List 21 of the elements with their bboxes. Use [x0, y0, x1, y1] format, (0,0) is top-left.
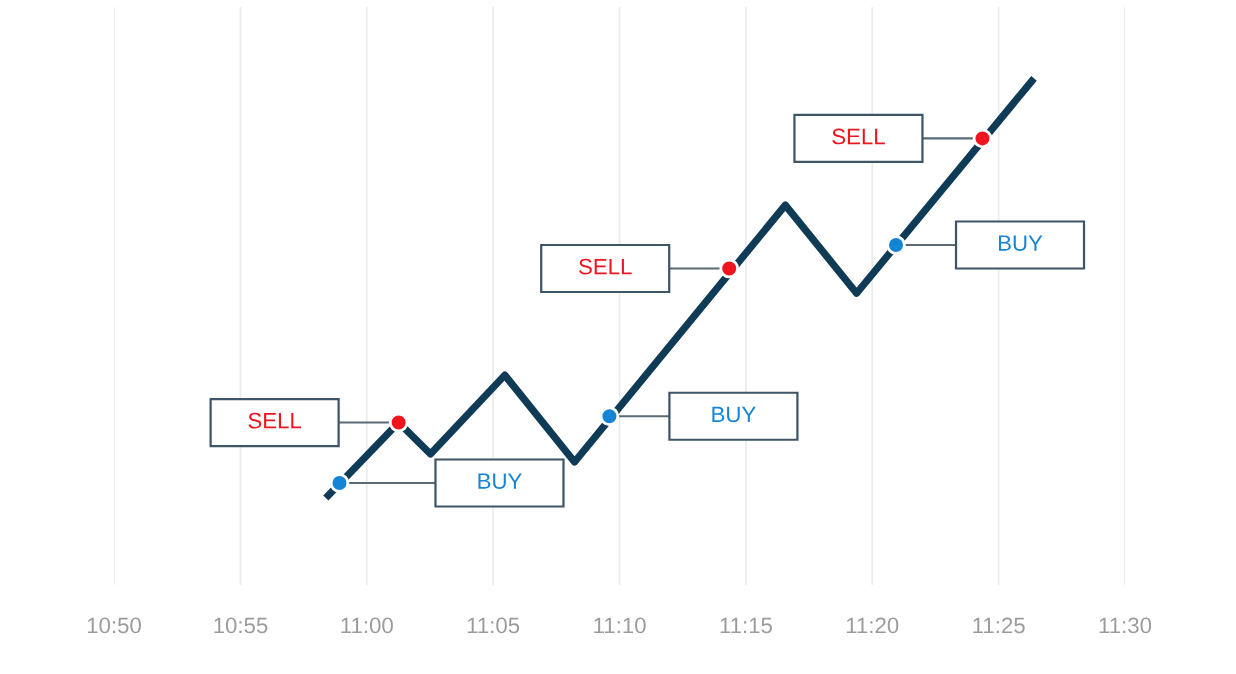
x-tick-label: 10:55 [214, 617, 268, 634]
x-tick-label: 11:10 [594, 617, 646, 634]
x-tick-label: 11:15 [720, 617, 772, 634]
text: SELL [248, 412, 302, 429]
x-tick-label: 11:00 [341, 617, 393, 634]
point [719, 258, 739, 279]
text: BUY [478, 473, 522, 489]
point [972, 128, 993, 149]
point [329, 473, 350, 493]
text: SELL [832, 128, 885, 145]
x-tick-label: 11:30 [1099, 617, 1152, 634]
text: BUY [712, 406, 756, 423]
text: BUY [999, 235, 1043, 251]
point [388, 412, 409, 433]
x-tick-label: 11:25 [973, 617, 1025, 634]
x-tick-label: 10:50 [87, 617, 141, 634]
point [599, 406, 620, 427]
x-tick-label: 11:05 [467, 617, 520, 634]
point [886, 235, 906, 255]
text: SELL [579, 258, 632, 275]
x-tick-label: 11:20 [846, 617, 899, 634]
